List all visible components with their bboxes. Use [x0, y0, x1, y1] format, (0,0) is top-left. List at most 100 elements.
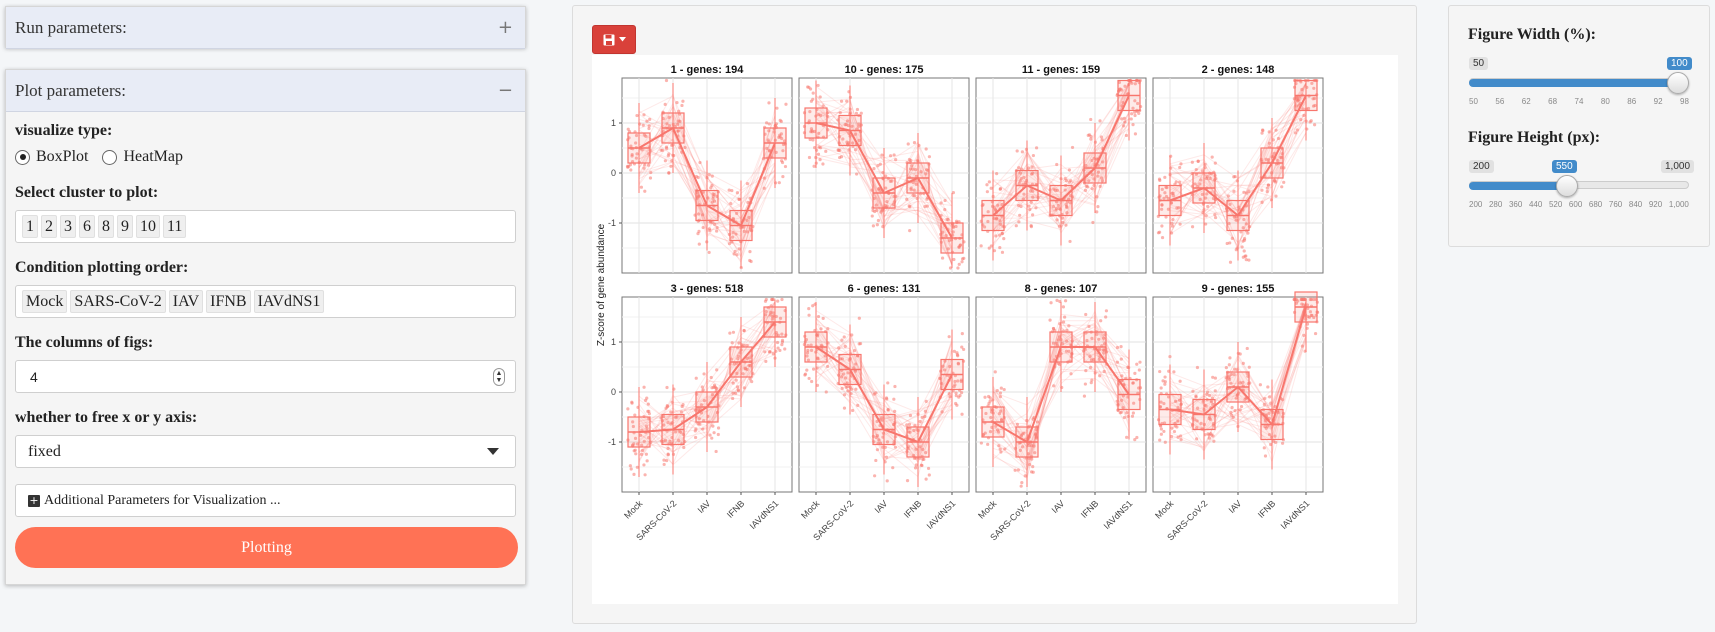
- data-point: [1089, 358, 1093, 362]
- selected-tag[interactable]: IAV: [168, 290, 204, 313]
- selected-tag[interactable]: 9: [117, 215, 133, 238]
- radio-heatmap[interactable]: HeatMap: [102, 148, 183, 166]
- data-point: [764, 309, 768, 314]
- radio-unchecked-icon[interactable]: [102, 149, 118, 165]
- selected-tag[interactable]: 2: [41, 215, 57, 238]
- expand-icon[interactable]: +: [497, 17, 513, 38]
- data-point: [995, 217, 999, 221]
- data-point: [696, 407, 700, 411]
- figure-width-handle[interactable]: [1667, 72, 1689, 94]
- plus-square-icon[interactable]: +: [28, 493, 40, 507]
- data-point: [645, 396, 649, 400]
- columns-number-input[interactable]: 4 ▲ ▼: [15, 360, 516, 393]
- selected-tag[interactable]: 6: [79, 215, 95, 238]
- run-parameters-header[interactable]: Run parameters: +: [6, 7, 525, 49]
- selected-tag[interactable]: SARS-CoV-2: [70, 290, 166, 313]
- data-point: [807, 306, 811, 311]
- data-point: [943, 359, 947, 363]
- data-point: [742, 225, 746, 229]
- y-tick-label: -1: [608, 437, 616, 447]
- data-point: [733, 249, 737, 253]
- data-point: [732, 362, 737, 366]
- free-axis-select[interactable]: fixed: [15, 435, 516, 468]
- data-point: [639, 185, 644, 189]
- data-point: [776, 346, 780, 350]
- cluster-select-input[interactable]: 1 2 3 6 8 9 10 11: [15, 210, 516, 243]
- x-tick-label: IAV: [873, 498, 890, 515]
- selected-tag[interactable]: 10: [136, 215, 160, 238]
- data-point: [845, 119, 850, 123]
- data-point: [1199, 178, 1203, 182]
- radio-boxplot[interactable]: BoxPlot: [15, 148, 88, 166]
- collapse-icon[interactable]: −: [497, 80, 513, 101]
- data-point: [816, 112, 821, 117]
- data-point: [1131, 411, 1135, 415]
- x-tick-label: Mock: [1153, 498, 1176, 521]
- data-point: [874, 391, 878, 395]
- data-point: [912, 188, 916, 192]
- radio-checked-icon[interactable]: [15, 149, 30, 165]
- data-point: [1240, 245, 1244, 249]
- data-point: [808, 87, 813, 91]
- selected-tag[interactable]: 8: [98, 215, 114, 238]
- condition-order-input[interactable]: Mock SARS-CoV-2 IAV IFNB IAVdNS1: [15, 285, 516, 318]
- additional-parameters-toggle[interactable]: + Additional Parameters for Visualizatio…: [15, 484, 516, 517]
- selected-tag[interactable]: 1: [22, 215, 38, 238]
- data-point: [780, 332, 784, 336]
- data-point: [733, 391, 738, 395]
- run-parameters-panel[interactable]: Run parameters: +: [5, 6, 526, 49]
- download-button[interactable]: [592, 25, 636, 54]
- data-point: [852, 348, 857, 353]
- columns-label: The columns of figs:: [15, 334, 154, 351]
- data-point: [1089, 381, 1093, 385]
- data-point: [854, 362, 858, 366]
- data-point: [995, 172, 999, 176]
- selected-tag[interactable]: 11: [163, 215, 187, 238]
- data-point: [1280, 398, 1285, 402]
- data-point: [727, 188, 731, 192]
- plot-parameters-header[interactable]: Plot parameters: −: [6, 70, 525, 112]
- free-axis-label: whether to free x or y axis:: [15, 409, 198, 426]
- data-point: [1051, 205, 1056, 209]
- data-point: [918, 419, 922, 424]
- data-point: [646, 409, 650, 413]
- selected-tag[interactable]: 3: [60, 215, 76, 238]
- data-point: [1263, 424, 1267, 429]
- data-point: [634, 133, 639, 138]
- data-point: [1057, 206, 1061, 211]
- data-point: [1260, 131, 1264, 135]
- number-spinner-icon[interactable]: ▲ ▼: [493, 367, 505, 386]
- data-point: [770, 317, 774, 321]
- figure-height-handle[interactable]: [1555, 175, 1578, 197]
- data-point: [1063, 315, 1067, 319]
- data-point: [1159, 427, 1163, 431]
- columns-value[interactable]: 4: [30, 368, 38, 385]
- data-point: [1115, 345, 1120, 350]
- data-point: [1312, 315, 1316, 320]
- cluster-boxplot-figure: 1 - genes: 194 -1 0 1 10 - genes: 175 11 - ge…: [592, 55, 1398, 604]
- data-point: [712, 385, 716, 390]
- selected-tag[interactable]: IFNB: [206, 290, 251, 313]
- data-point: [1195, 419, 1199, 423]
- chevron-down-icon[interactable]: [487, 448, 499, 455]
- data-point: [1123, 120, 1127, 124]
- data-point: [894, 158, 898, 162]
- data-point: [632, 472, 636, 476]
- plotting-button[interactable]: Plotting: [15, 527, 518, 568]
- data-point: [884, 186, 888, 190]
- data-point: [748, 258, 752, 263]
- data-point: [941, 364, 945, 368]
- selected-tag[interactable]: Mock: [22, 290, 68, 313]
- data-point: [1133, 82, 1137, 86]
- data-point: [877, 186, 881, 191]
- figure-height-min: 200: [1469, 160, 1494, 173]
- selected-tag[interactable]: IAVdNS1: [253, 290, 325, 313]
- data-point: [1159, 386, 1163, 390]
- data-point: [853, 132, 858, 136]
- data-point: [1118, 411, 1122, 415]
- data-point: [1262, 446, 1266, 450]
- data-point: [711, 424, 715, 428]
- data-point: [1125, 411, 1129, 415]
- data-point: [1258, 383, 1262, 387]
- x-tick-label: IAVdNS1: [1279, 498, 1312, 531]
